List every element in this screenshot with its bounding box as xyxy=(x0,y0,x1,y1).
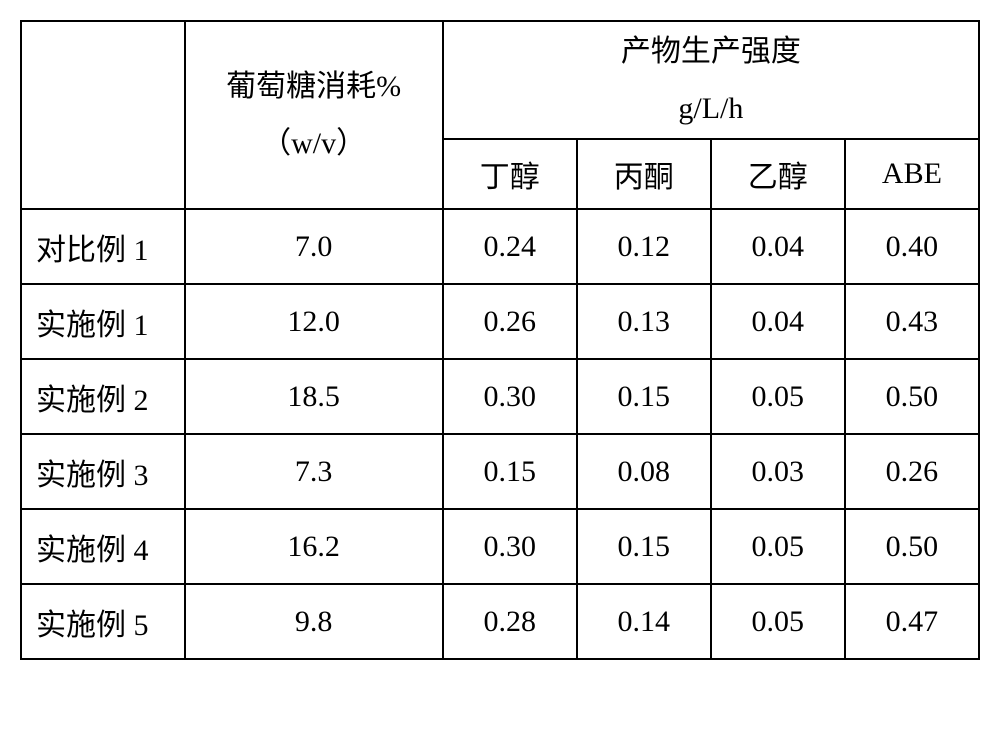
cell-glucose: 7.0 xyxy=(185,209,443,284)
cell-sample: 对比例 1 xyxy=(21,209,185,284)
header-abe: ABE xyxy=(845,139,979,209)
cell-acetone: 0.08 xyxy=(577,434,711,509)
table-row: 对比例 1 7.0 0.24 0.12 0.04 0.40 xyxy=(21,209,979,284)
cell-glucose: 18.5 xyxy=(185,359,443,434)
cell-ethanol: 0.05 xyxy=(711,584,845,659)
header-glucose-line2: （w/v） xyxy=(261,127,366,160)
cell-glucose: 7.3 xyxy=(185,434,443,509)
cell-ethanol: 0.05 xyxy=(711,359,845,434)
header-product-group: 产物生产强度 g/L/h xyxy=(443,21,979,139)
cell-sample: 实施例 3 xyxy=(21,434,185,509)
cell-sample: 实施例 1 xyxy=(21,284,185,359)
cell-ethanol: 0.04 xyxy=(711,284,845,359)
cell-abe: 0.50 xyxy=(845,359,979,434)
cell-butanol: 0.24 xyxy=(443,209,577,284)
cell-abe: 0.50 xyxy=(845,509,979,584)
cell-ethanol: 0.05 xyxy=(711,509,845,584)
table-row: 实施例 4 16.2 0.30 0.15 0.05 0.50 xyxy=(21,509,979,584)
cell-acetone: 0.13 xyxy=(577,284,711,359)
table-row: 实施例 1 12.0 0.26 0.13 0.04 0.43 xyxy=(21,284,979,359)
cell-acetone: 0.15 xyxy=(577,509,711,584)
table-row: 实施例 5 9.8 0.28 0.14 0.05 0.47 xyxy=(21,584,979,659)
cell-abe: 0.26 xyxy=(845,434,979,509)
header-ethanol: 乙醇 xyxy=(711,139,845,209)
header-butanol: 丁醇 xyxy=(443,139,577,209)
cell-glucose: 12.0 xyxy=(185,284,443,359)
cell-acetone: 0.12 xyxy=(577,209,711,284)
cell-abe: 0.40 xyxy=(845,209,979,284)
header-acetone: 丙酮 xyxy=(577,139,711,209)
cell-butanol: 0.28 xyxy=(443,584,577,659)
cell-sample: 实施例 4 xyxy=(21,509,185,584)
header-sample-blank xyxy=(21,21,185,209)
cell-ethanol: 0.04 xyxy=(711,209,845,284)
cell-acetone: 0.15 xyxy=(577,359,711,434)
cell-butanol: 0.15 xyxy=(443,434,577,509)
cell-butanol: 0.30 xyxy=(443,359,577,434)
cell-ethanol: 0.03 xyxy=(711,434,845,509)
cell-acetone: 0.14 xyxy=(577,584,711,659)
cell-sample: 实施例 2 xyxy=(21,359,185,434)
table-row: 实施例 2 18.5 0.30 0.15 0.05 0.50 xyxy=(21,359,979,434)
header-group-line1: 产物生产强度 xyxy=(621,35,801,68)
cell-butanol: 0.26 xyxy=(443,284,577,359)
header-glucose-line1: 葡萄糖消耗% xyxy=(226,70,401,103)
header-group-line2: g/L/h xyxy=(678,92,743,125)
cell-glucose: 16.2 xyxy=(185,509,443,584)
cell-abe: 0.47 xyxy=(845,584,979,659)
cell-abe: 0.43 xyxy=(845,284,979,359)
cell-sample: 实施例 5 xyxy=(21,584,185,659)
table-row: 实施例 3 7.3 0.15 0.08 0.03 0.26 xyxy=(21,434,979,509)
cell-butanol: 0.30 xyxy=(443,509,577,584)
header-glucose: 葡萄糖消耗% （w/v） xyxy=(185,21,443,209)
data-table: 葡萄糖消耗% （w/v） 产物生产强度 g/L/h 丁醇 丙酮 乙醇 ABE 对… xyxy=(20,20,980,660)
cell-glucose: 9.8 xyxy=(185,584,443,659)
